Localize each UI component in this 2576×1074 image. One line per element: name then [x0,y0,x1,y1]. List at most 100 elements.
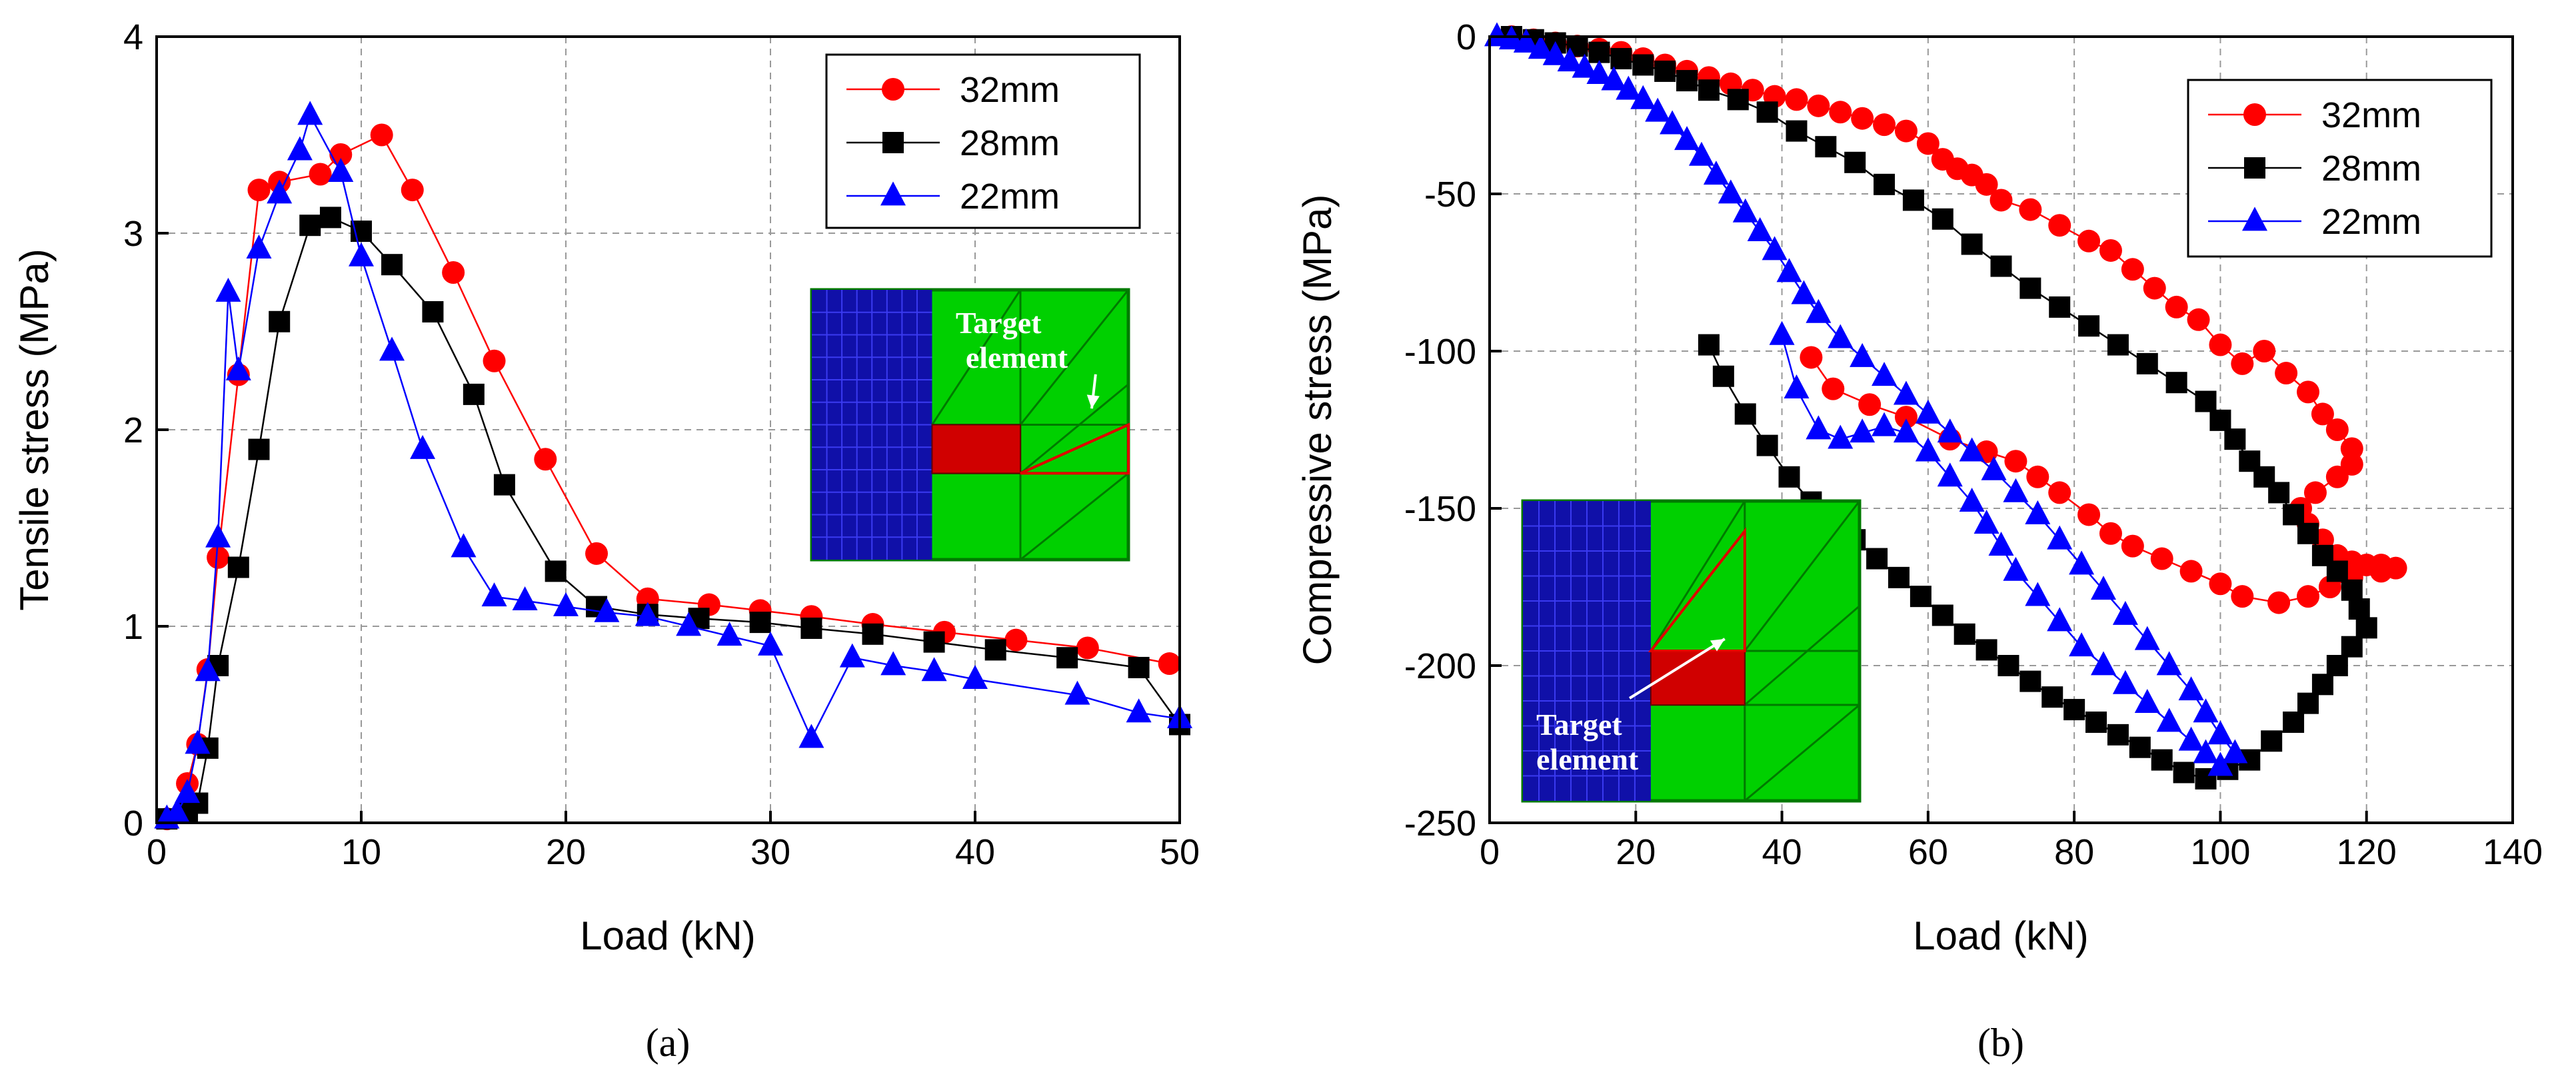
data-point-28mm [2049,296,2071,318]
data-point-32mm [1989,189,2013,212]
x-tick-label: 0 [147,832,167,872]
data-point-32mm [2019,198,2042,221]
data-point-22mm [215,277,241,302]
data-point-22mm [1674,126,1700,151]
data-point-22mm [2112,670,2138,694]
data-point-22mm [1769,320,1795,345]
data-point-32mm [2297,585,2319,608]
y-tick-label: -100 [1404,332,1476,372]
data-point-22mm [1988,532,2014,556]
x-tick-label: 40 [1762,832,1802,872]
data-point-28mm [2209,409,2231,431]
y-tick-label: -50 [1424,175,1476,215]
data-point-32mm [2187,308,2210,331]
data-point-32mm [1873,113,1896,137]
plot-frame-b [1488,35,2514,824]
data-point-22mm [2069,550,2095,575]
data-point-32mm [2048,481,2071,504]
data-point-22mm [1688,141,1714,166]
inset-mesh-line [1744,605,1860,706]
data-point-22mm [1542,41,1568,65]
data-point-22mm [1557,47,1583,72]
data-point-22mm [1732,198,1758,223]
data-point-22mm [1718,179,1744,204]
series-a [154,101,1192,831]
y-tick-label: 3 [123,214,143,254]
data-point-22mm [553,592,579,616]
data-point-32mm [2275,362,2298,385]
series-22mm [1484,22,2248,776]
data-point-22mm [164,798,190,823]
data-point-28mm [1734,403,1756,425]
data-point-28mm [227,556,249,578]
data-point-22mm [2025,500,2051,524]
data-point-32mm [2048,214,2071,237]
data-point-22mm [246,235,272,259]
y-axis-label-a: Tensile stress (MPa) [12,249,57,610]
data-point-28mm [1888,566,1910,588]
data-point-22mm [185,730,211,754]
data-point-22mm [1601,66,1627,91]
data-point-28mm [1786,120,1808,142]
data-point-28mm [1056,647,1078,669]
data-point-32mm [1076,636,1099,660]
ticks-b: 0 20 40 60 80 100 120 140 0 -50 -100 -150 -200 -250 [1404,17,2543,872]
data-point-32mm [2325,465,2349,488]
y-tick-label: -250 [1404,804,1476,843]
data-point-22mm [225,356,251,380]
data-point-28mm [984,639,1006,661]
data-point-32mm [2209,572,2232,596]
data-point-32mm [2209,333,2232,356]
data-point-28mm [2297,522,2319,544]
data-point-22mm [1616,75,1642,100]
data-point-22mm [2178,726,2204,751]
data-point-22mm [451,533,477,558]
data-point-32mm [1916,132,1939,155]
data-point-28mm [381,254,403,276]
data-point-22mm [1572,53,1598,78]
data-point-32mm [1894,406,1918,429]
data-point-22mm [195,657,221,682]
data-point-22mm [2047,525,2073,550]
data-point-32mm [483,349,506,372]
data-point-22mm [1747,217,1773,242]
legend-label-28mm: 28mm [2321,149,2421,189]
x-tick-label: 100 [2190,832,2250,872]
data-point-22mm [1806,298,1832,323]
legend-marker-22mm [2242,207,2267,231]
data-point-28mm [463,383,485,405]
data-point-22mm [2069,632,2095,657]
data-point-22mm [880,651,906,676]
data-point-22mm [716,622,742,646]
legend-label-28mm: 28mm [960,123,1060,163]
inset-red-outline [1648,527,1746,652]
data-point-28mm [1756,434,1778,456]
data-point-22mm [1064,680,1090,705]
data-point-22mm [1806,415,1832,440]
inset-arrow [1628,638,1726,700]
data-point-32mm [2121,258,2144,281]
legend-marker-22mm [880,181,906,206]
data-point-22mm [1791,280,1817,304]
x-tick-label: 20 [1616,832,1656,872]
data-point-28mm [2261,730,2283,752]
inset-mesh-line [1019,289,1130,426]
data-point-22mm [1586,60,1612,85]
data-point-28mm [1997,655,2019,676]
data-point-22mm [1981,456,2007,480]
data-point-32mm [1822,377,1845,400]
data-point-22mm [676,612,702,636]
data-point-32mm [2231,352,2254,375]
data-point-32mm [1800,346,1823,369]
y-tick-label: -200 [1404,646,1476,686]
data-point-22mm [1937,462,1963,487]
data-point-22mm [1872,412,1898,436]
data-point-28mm [2195,390,2217,412]
data-point-28mm [1902,189,1924,211]
data-point-28mm [2341,579,2363,601]
data-point-22mm [2193,739,2219,764]
data-point-32mm [2121,534,2144,558]
data-point-32mm [2099,522,2122,545]
